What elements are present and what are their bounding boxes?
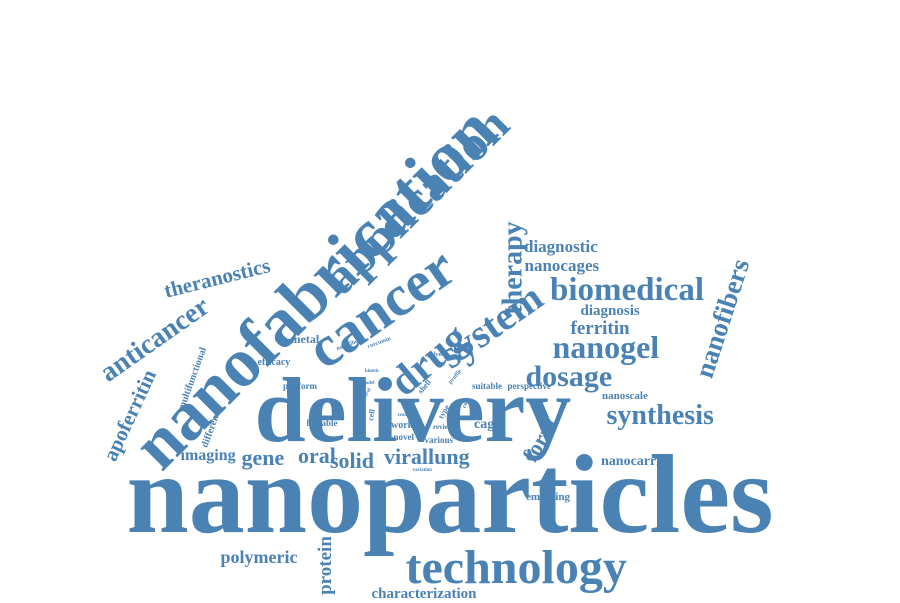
word-reaction: reaction (397, 412, 415, 418)
word-imaging: imaging (180, 447, 236, 464)
word-cage: cage (474, 417, 501, 432)
word-nanocarrier: nanocarrier (601, 454, 673, 469)
word-polymer: polymer (427, 352, 449, 358)
word-suitable: suitable (472, 380, 503, 391)
word-model: model (361, 380, 375, 386)
word-delivery: delivery (254, 359, 572, 461)
word-kinetic: kinetic (365, 368, 380, 374)
word-synthesis: synthesis (606, 400, 714, 431)
word-nanogel: nanogel (552, 329, 660, 365)
word-nanoparticles: nanoparticles (126, 433, 774, 557)
word-work: work (391, 420, 414, 431)
word-ferritin: ferritin (570, 317, 630, 339)
word-oral: oral (298, 443, 336, 468)
word-metal: metal (290, 332, 320, 346)
word-nanocages: nanocages (524, 255, 600, 275)
word-tunable: tunable (351, 411, 362, 441)
word-characterization: characterization (371, 585, 477, 602)
word-therapy: therapy (497, 221, 529, 315)
word-diagnosis: diagnosis (580, 302, 640, 319)
word-emerging: emerging (526, 490, 570, 503)
word-review: review (433, 422, 453, 431)
word-variation: variation (412, 467, 432, 473)
word-biomedical: biomedical (550, 271, 704, 308)
word-novel: novel (393, 431, 415, 442)
word-gene: gene (241, 445, 285, 470)
word-protein: protein (314, 535, 336, 595)
word-platform: platform (283, 380, 317, 391)
word-linkable: linkable (306, 417, 338, 428)
word-diagnostic: diagnostic (524, 236, 598, 256)
word-perspective: perspective (507, 380, 551, 391)
word-efficacy: efficacy (257, 357, 291, 368)
word-technology: technology (405, 541, 627, 594)
word-various: various (424, 434, 454, 445)
word-dosage: dosage (525, 360, 613, 393)
word-virallung: virallung (384, 444, 470, 469)
word-solid: solid (330, 448, 375, 473)
word-nanoscale: nanoscale (602, 389, 648, 402)
word-polymeric: polymeric (220, 547, 298, 567)
